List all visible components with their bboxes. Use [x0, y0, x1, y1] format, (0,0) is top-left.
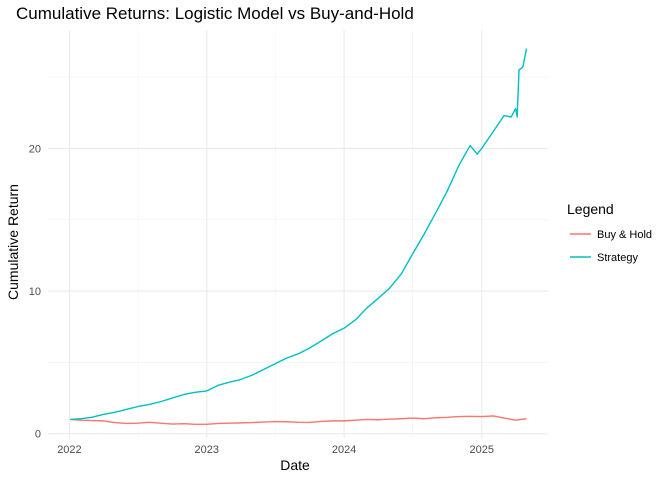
chart-title: Cumulative Returns: Logistic Model vs Bu… [16, 4, 414, 23]
series-lines [70, 48, 528, 425]
x-tick-label: 2024 [332, 444, 356, 456]
legend: Legend Buy & Hold Strategy [567, 201, 652, 264]
axis-labels: 2022 2023 2024 2025 0 10 20 [29, 143, 494, 456]
x-tick-label: 2025 [470, 444, 494, 456]
x-axis-title: Date [280, 457, 310, 473]
y-tick-label: 20 [29, 143, 41, 155]
y-tick-label: 10 [29, 286, 41, 298]
series-line-strategy [70, 48, 528, 421]
legend-title: Legend [567, 201, 614, 217]
series-line-buy-hold [70, 415, 527, 425]
y-tick-label: 0 [35, 429, 41, 441]
legend-label-buy-hold: Buy & Hold [597, 229, 652, 241]
x-tick-label: 2023 [195, 444, 219, 456]
legend-label-strategy: Strategy [597, 252, 638, 264]
grid [48, 30, 548, 438]
y-axis-title: Cumulative Return [5, 184, 21, 300]
x-tick-label: 2022 [57, 444, 81, 456]
